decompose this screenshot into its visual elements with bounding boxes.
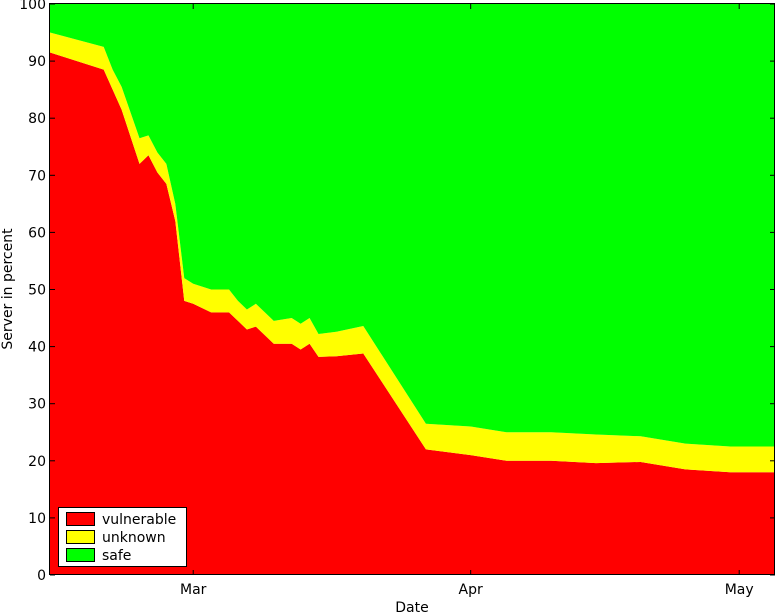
y-tick-label: 70 xyxy=(28,168,46,184)
legend-swatch-vulnerable xyxy=(66,512,95,526)
y-tick-label: 30 xyxy=(28,397,46,413)
area-safe xyxy=(50,4,775,447)
legend-swatch-safe xyxy=(66,548,95,562)
legend-label-unknown: unknown xyxy=(102,530,166,546)
y-tick-label: 0 xyxy=(37,568,46,584)
y-tick-label: 40 xyxy=(28,340,46,356)
y-tick-label: 60 xyxy=(28,225,46,241)
y-tick-label: 50 xyxy=(28,283,46,299)
y-axis-title: Server in percent xyxy=(0,228,16,350)
x-axis: Mar Apr May xyxy=(180,4,754,598)
area-vulnerable xyxy=(50,52,775,575)
y-tick-label: 100 xyxy=(19,0,46,13)
y-tick-label: 90 xyxy=(28,54,46,70)
legend-label-safe: safe xyxy=(102,548,131,564)
y-tick-label: 20 xyxy=(28,454,46,470)
x-tick-label: Mar xyxy=(180,582,207,598)
legend: vulnerable unknown safe xyxy=(58,507,187,567)
area-series-group xyxy=(50,4,775,575)
legend-swatch-unknown xyxy=(66,530,95,544)
y-axis: 0 10 20 30 40 50 60 70 80 90 100 xyxy=(19,0,775,584)
x-axis-title: Date xyxy=(395,600,428,615)
x-tick-label: May xyxy=(725,582,754,598)
x-tick-label: Apr xyxy=(459,582,483,598)
y-tick-label: 10 xyxy=(28,511,46,527)
legend-label-vulnerable: vulnerable xyxy=(102,512,176,528)
y-tick-label: 80 xyxy=(28,111,46,127)
